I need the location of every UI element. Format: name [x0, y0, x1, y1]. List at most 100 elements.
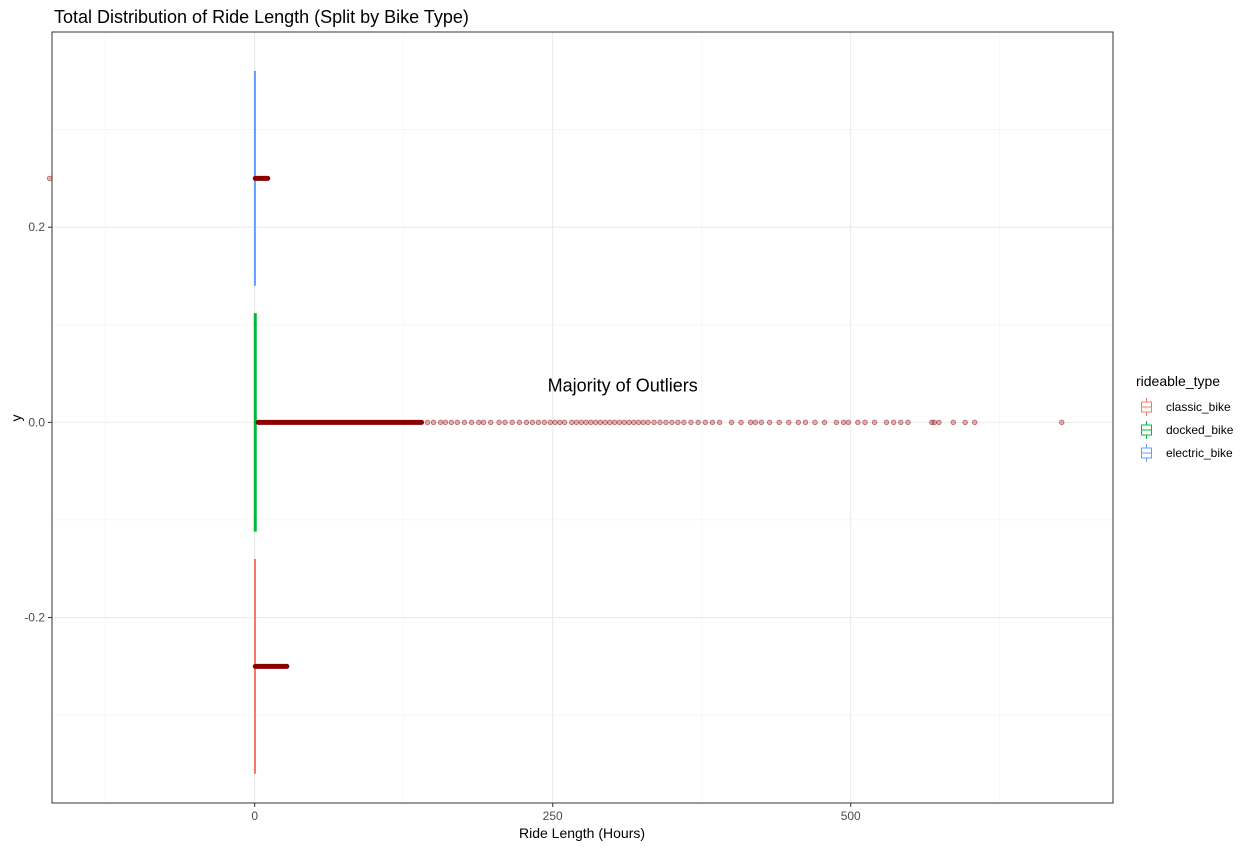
plot-panel: [52, 32, 1113, 803]
outlier-point: [611, 419, 618, 426]
x-axis-label: Ride Length (Hours): [519, 825, 645, 841]
y-tick-label: -0.2: [24, 611, 45, 625]
outlier-point: [488, 419, 494, 426]
outlier-point: [621, 419, 627, 426]
legend-label-docked_bike: docked_bike: [1166, 423, 1234, 437]
outlier-point: [569, 419, 575, 426]
y-axis-label: y: [8, 415, 24, 422]
outlier-point: [523, 419, 530, 426]
outlier-point: [883, 419, 890, 426]
outlier-point: [675, 419, 681, 426]
outlier-point: [695, 419, 701, 426]
outlier-point: [1059, 419, 1065, 426]
outlier-point: [592, 419, 599, 426]
plot-border: [51, 31, 1114, 804]
outlier-point: [541, 419, 548, 426]
outlier-point: [862, 419, 868, 426]
outlier-point: [597, 419, 604, 426]
legend-label-classic_bike: classic_bike: [1166, 400, 1231, 414]
outlier-point: [573, 419, 580, 426]
outlier-point: [626, 419, 632, 426]
outlier-point: [561, 419, 568, 426]
outlier-point: [833, 419, 840, 426]
outlier-point: [442, 419, 449, 426]
outlier-point: [480, 419, 487, 426]
outlier-point: [635, 419, 642, 426]
outlier-point: [950, 419, 956, 426]
axes: 0 250 500 0.2 0.0 -0.2: [24, 220, 861, 823]
outlier-point: [845, 419, 852, 426]
outlier-point: [890, 419, 897, 426]
outlier-point: [651, 419, 657, 426]
outlier-point: [795, 419, 801, 426]
outlier-point: [905, 419, 911, 426]
outlier-point: [709, 419, 716, 426]
outlier-point: [766, 419, 773, 426]
outlier-point: [437, 419, 444, 426]
outlier-point: [552, 419, 558, 426]
outlier-point: [578, 419, 585, 426]
outlier-point: [607, 419, 613, 426]
outlier-point: [681, 419, 687, 426]
outlier-point: [758, 419, 765, 426]
outlier-point: [46, 175, 53, 182]
legend: rideable_type classic_bike docked_bikeele…: [1136, 373, 1234, 462]
data-layer: [46, 71, 1065, 774]
outlier-point: [972, 419, 978, 426]
outlier-point: [461, 419, 468, 426]
outlier-point: [448, 419, 455, 426]
outlier-point: [821, 419, 828, 426]
outlier-point: [871, 419, 878, 426]
outlier-point: [962, 419, 968, 426]
outlier-point: [776, 419, 782, 426]
outlier-point: [454, 419, 461, 426]
outlier-point: [747, 419, 754, 426]
outlier-point: [855, 419, 861, 426]
outlier-point: [496, 419, 502, 426]
outlier-point: [640, 419, 646, 426]
y-tick-label: 0.0: [28, 415, 45, 429]
outlier-point: [728, 419, 735, 426]
outlier-point: [631, 419, 637, 426]
outlier-point: [502, 419, 508, 426]
x-tick-label: 0: [251, 809, 258, 823]
outlier-point: [516, 419, 523, 426]
outlier-point: [535, 419, 542, 426]
outlier-point: [812, 419, 818, 426]
outlier-point: [430, 419, 437, 426]
outlier-point: [702, 419, 708, 426]
outlier-point: [802, 419, 809, 426]
outlier-point: [557, 419, 563, 426]
x-tick-label: 250: [543, 809, 563, 823]
outlier-point: [657, 419, 663, 426]
outlier-point: [840, 419, 847, 426]
outlier-point: [752, 419, 759, 426]
legend-title: rideable_type: [1136, 373, 1220, 389]
outlier-point: [476, 419, 482, 426]
outlier-point: [738, 419, 744, 426]
outlier-point: [616, 419, 623, 426]
chart-title: Total Distribution of Ride Length (Split…: [54, 7, 469, 27]
annotation-text: Majority of Outliers: [548, 375, 698, 395]
outlier-point: [602, 419, 608, 426]
outlier-point: [786, 419, 792, 426]
outlier-point: [588, 419, 594, 426]
legend-label-electric_bike: electric_bike: [1166, 446, 1233, 460]
outlier-point: [509, 419, 515, 426]
x-tick-label: 500: [841, 809, 861, 823]
outlier-point: [898, 419, 904, 426]
outlier-point: [688, 419, 694, 426]
outlier-point: [669, 419, 675, 426]
outlier-point: [931, 419, 937, 426]
outlier-point: [468, 419, 475, 426]
outlier-point: [547, 419, 554, 426]
y-tick-label: 0.2: [28, 220, 45, 234]
outlier-point: [424, 419, 431, 426]
outlier-point: [645, 419, 651, 426]
outlier-point: [663, 419, 669, 426]
outlier-point: [716, 419, 723, 426]
outlier-point: [583, 419, 589, 426]
outlier-point: [529, 419, 536, 426]
outlier-point: [936, 419, 942, 426]
